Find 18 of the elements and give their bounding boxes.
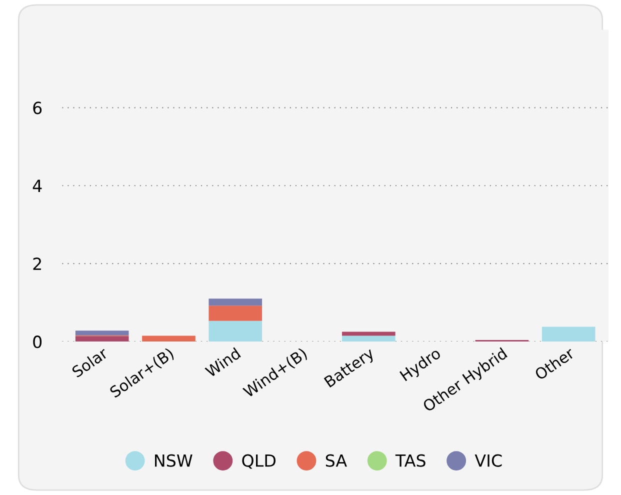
bar xyxy=(75,336,129,342)
bar xyxy=(75,330,129,336)
bar xyxy=(208,298,262,306)
legend-label: NSW xyxy=(155,454,192,467)
y-tick-label: 0 xyxy=(33,336,42,348)
bar xyxy=(342,336,396,342)
bar xyxy=(208,320,262,342)
y-tick-label: 6 xyxy=(33,102,42,114)
y-tick-label: 2 xyxy=(33,258,41,270)
legend-label: QLD xyxy=(242,454,276,469)
legend-label: TAS xyxy=(395,454,426,467)
bar xyxy=(208,306,262,321)
legend-label: SA xyxy=(326,454,347,467)
bar xyxy=(342,332,396,336)
y-tick-label: 4 xyxy=(32,180,42,192)
legend-label: VIC xyxy=(474,454,502,467)
bar xyxy=(142,336,196,342)
bar xyxy=(542,326,596,342)
